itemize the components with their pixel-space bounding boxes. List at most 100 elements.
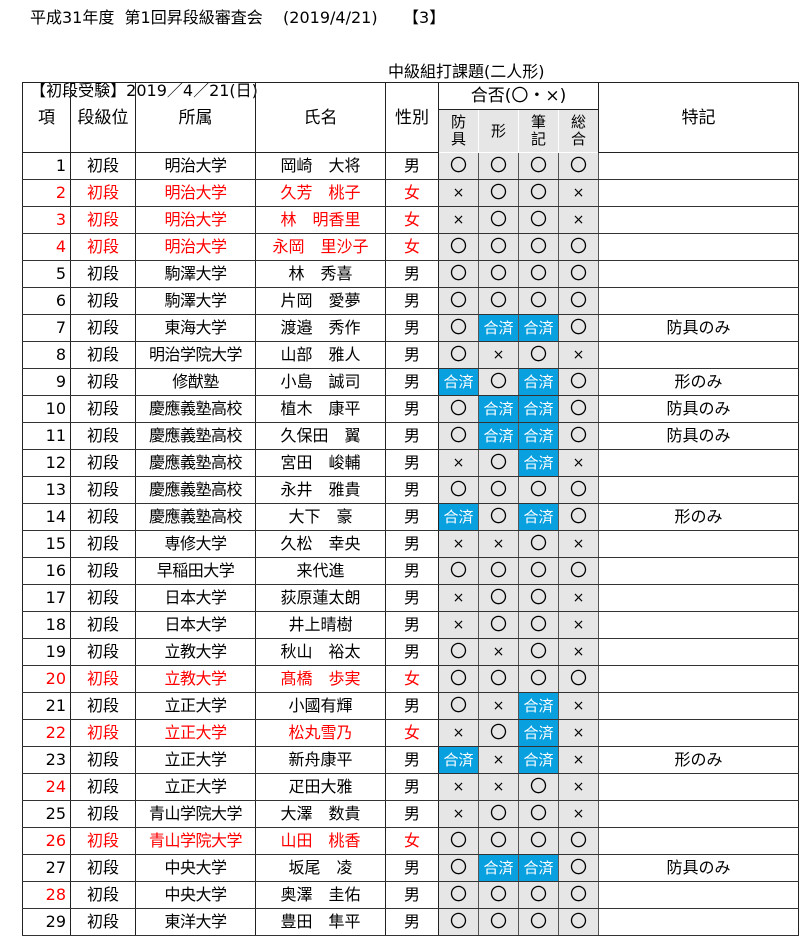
row-number: 1 xyxy=(22,152,71,180)
result-bougu: 〇 xyxy=(438,557,479,585)
rank-cell: 初段 xyxy=(70,908,136,936)
table-row: 18 初段 日本大学 井上晴樹男 × 〇〇 × xyxy=(22,611,799,639)
row-number: 26 xyxy=(22,827,71,855)
name-cell: 豊田 隼平 xyxy=(255,908,386,936)
result-sougou: 〇 xyxy=(558,152,599,180)
rank-cell: 初段 xyxy=(70,827,136,855)
sex-cell: 女 xyxy=(385,206,439,234)
result-kata: 〇 xyxy=(478,827,519,855)
col-bougu: 防 具 xyxy=(438,109,479,153)
notes-cell: 形のみ xyxy=(598,503,799,531)
notes-cell xyxy=(598,233,799,261)
name-cell: 髙橋 歩実 xyxy=(255,665,386,693)
affiliation-cell: 駒澤大学 xyxy=(135,260,256,288)
affiliation-cell: 立教大学 xyxy=(135,665,256,693)
sex-cell: 女 xyxy=(385,719,439,747)
name-cell: 荻原蓮太朗 xyxy=(255,584,386,612)
name-cell: 小國有輝 xyxy=(255,692,386,720)
result-hikki: 〇 xyxy=(518,179,559,207)
result-kata: 〇 xyxy=(478,368,519,396)
sex-cell: 男 xyxy=(385,287,439,315)
rank-cell: 初段 xyxy=(70,881,136,909)
result-bougu: 〇 xyxy=(438,665,479,693)
sex-cell: 男 xyxy=(385,557,439,585)
result-hikki: 〇 xyxy=(518,287,559,315)
result-bougu: × xyxy=(438,611,479,639)
result-bougu: 合済 xyxy=(438,368,479,396)
row-number: 23 xyxy=(22,746,71,774)
result-kata: 〇 xyxy=(478,179,519,207)
affiliation-cell: 慶應義塾高校 xyxy=(135,449,256,477)
table-row: 28 初段 中央大学 奥澤 圭佑男〇〇〇〇 xyxy=(22,881,799,909)
sex-cell: 男 xyxy=(385,584,439,612)
name-cell: 永井 雅貴 xyxy=(255,476,386,504)
affiliation-cell: 明治大学 xyxy=(135,206,256,234)
result-sougou: 〇 xyxy=(558,665,599,693)
row-number: 9 xyxy=(22,368,71,396)
sex-cell: 男 xyxy=(385,746,439,774)
notes-cell xyxy=(598,584,799,612)
result-sougou: × xyxy=(558,611,599,639)
result-hikki: 〇 xyxy=(518,800,559,828)
result-kata: 〇 xyxy=(478,206,519,234)
name-cell: 大澤 数貴 xyxy=(255,800,386,828)
notes-cell xyxy=(598,908,799,936)
notes-cell: 防具のみ xyxy=(598,854,799,882)
result-bougu: 合済 xyxy=(438,746,479,774)
result-hikki: 〇 xyxy=(518,773,559,801)
table-row: 17 初段 日本大学 荻原蓮太朗男 × 〇〇 × xyxy=(22,584,799,612)
col-no: 項 xyxy=(22,82,71,153)
table-row: 20 初段 立教大学 髙橋 歩実女〇〇〇〇 xyxy=(22,665,799,693)
sex-cell: 男 xyxy=(385,503,439,531)
row-number: 17 xyxy=(22,584,71,612)
result-hikki: 合済 xyxy=(518,854,559,882)
notes-cell xyxy=(598,800,799,828)
result-sougou: 〇 xyxy=(558,395,599,423)
row-number: 22 xyxy=(22,719,71,747)
document-title: 平成31年度 第1回昇段級審査会 (2019/4/21) 【3】 xyxy=(30,8,446,27)
notes-cell xyxy=(598,476,799,504)
row-number: 10 xyxy=(22,395,71,423)
result-bougu: × xyxy=(438,584,479,612)
notes-cell xyxy=(598,530,799,558)
name-cell: 林 明香里 xyxy=(255,206,386,234)
affiliation-cell: 慶應義塾高校 xyxy=(135,422,256,450)
result-hikki: 〇 xyxy=(518,233,559,261)
sex-cell: 男 xyxy=(385,260,439,288)
result-bougu: 〇 xyxy=(438,827,479,855)
result-hikki: 〇 xyxy=(518,665,559,693)
name-cell: 新舟康平 xyxy=(255,746,386,774)
result-hikki: 合済 xyxy=(518,719,559,747)
col-notes: 特記 xyxy=(598,82,799,153)
row-number: 27 xyxy=(22,854,71,882)
result-kata: × xyxy=(478,692,519,720)
sex-cell: 男 xyxy=(385,800,439,828)
result-kata: × xyxy=(478,773,519,801)
result-kata: 〇 xyxy=(478,881,519,909)
rank-cell: 初段 xyxy=(70,368,136,396)
name-cell: 山部 雅人 xyxy=(255,341,386,369)
result-sougou: 〇 xyxy=(558,827,599,855)
result-kata: 〇 xyxy=(478,665,519,693)
rank-cell: 初段 xyxy=(70,476,136,504)
sex-cell: 女 xyxy=(385,179,439,207)
affiliation-cell: 日本大学 xyxy=(135,611,256,639)
result-kata: 〇 xyxy=(478,503,519,531)
row-number: 29 xyxy=(22,908,71,936)
result-sougou: 〇 xyxy=(558,908,599,936)
notes-cell: 防具のみ xyxy=(598,395,799,423)
result-bougu: 〇 xyxy=(438,233,479,261)
result-hikki: 〇 xyxy=(518,476,559,504)
name-cell: 奥澤 圭佑 xyxy=(255,881,386,909)
name-cell: 永岡 里沙子 xyxy=(255,233,386,261)
rank-cell: 初段 xyxy=(70,800,136,828)
table-row: 13 初段 慶應義塾高校 永井 雅貴男〇〇〇〇 xyxy=(22,476,799,504)
rank-cell: 初段 xyxy=(70,638,136,666)
result-kata: 〇 xyxy=(478,476,519,504)
row-number: 21 xyxy=(22,692,71,720)
affiliation-cell: 明治大学 xyxy=(135,179,256,207)
name-cell: 小島 誠司 xyxy=(255,368,386,396)
result-sougou: × xyxy=(558,800,599,828)
notes-cell xyxy=(598,206,799,234)
row-number: 11 xyxy=(22,422,71,450)
